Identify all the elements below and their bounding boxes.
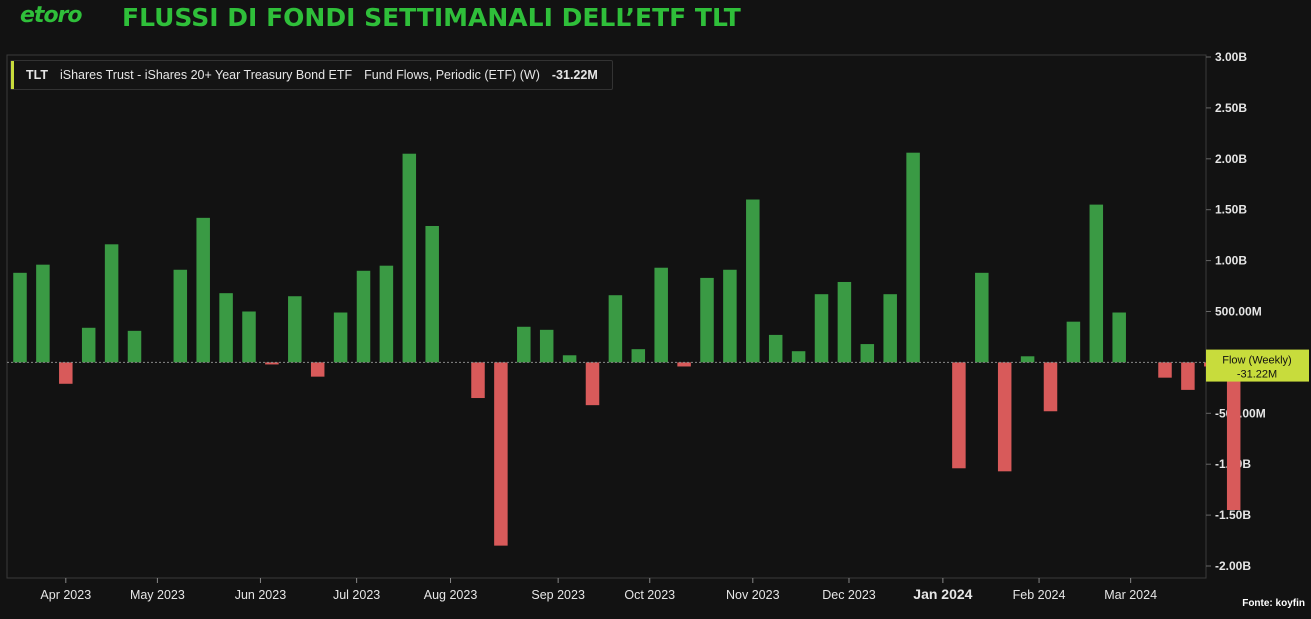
- x-tick-label: Jan 2024: [913, 586, 972, 602]
- y-tick-label: -1.50B: [1215, 508, 1251, 522]
- inflow-bar: [631, 349, 646, 363]
- inflow-bar: [288, 296, 302, 363]
- inflow-bar: [562, 355, 577, 363]
- outflow-bar: [265, 362, 279, 365]
- outflow-bar: [1043, 362, 1058, 412]
- outflow-bar: [585, 362, 600, 406]
- current-value-flag: Flow (Weekly) -31.22M: [1206, 349, 1309, 382]
- inflow-bar: [425, 225, 439, 363]
- inflow-bar: [883, 294, 897, 363]
- x-tick-label: Feb 2024: [1013, 588, 1066, 602]
- flag-line-2: -31.22M: [1237, 369, 1277, 381]
- outflow-bar: [1181, 362, 1195, 390]
- x-axis: Apr 2023 May 2023 Jun 2023 Jul 2023 Aug 2023…: [40, 578, 1157, 602]
- inflow-bar: [173, 269, 188, 363]
- y-tick-label: -2.00B: [1215, 559, 1251, 573]
- outflow-bar: [471, 362, 485, 399]
- x-tick-label: May 2023: [130, 588, 185, 602]
- flag-line-1: Flow (Weekly): [1222, 355, 1291, 367]
- inflow-bar: [791, 351, 806, 363]
- y-tick-label: 3.00B: [1215, 50, 1247, 64]
- outflow-bar: [1158, 362, 1172, 378]
- inflow-bar: [723, 269, 737, 363]
- inflow-bar: [746, 199, 760, 363]
- source-note: Fonte: koyfin: [1242, 598, 1305, 609]
- outflow-bar: [677, 362, 691, 367]
- inflow-bar: [837, 281, 852, 363]
- inflow-bar: [1089, 204, 1104, 363]
- inflow-bar: [1066, 321, 1081, 363]
- legend-metric: Fund Flows, Periodic (ETF) (W): [364, 68, 540, 82]
- bars-group: [13, 152, 1264, 546]
- inflow-bar: [768, 334, 783, 363]
- inflow-bar: [539, 329, 554, 363]
- legend-ticker: TLT: [26, 68, 48, 82]
- inflow-bar: [975, 272, 989, 363]
- x-tick-label: Jun 2023: [235, 588, 286, 602]
- inflow-bar: [860, 344, 875, 363]
- inflow-bar: [654, 267, 668, 363]
- inflow-bar: [104, 244, 119, 363]
- inflow-bar: [700, 277, 714, 363]
- x-tick-label: Jul 2023: [333, 588, 380, 602]
- page-title: FLUSSI DI FONDI SETTIMANALI DELL’ETF TLT: [122, 3, 741, 32]
- y-tick-label: 2.00B: [1215, 152, 1247, 166]
- series-legend: TLT iShares Trust - iShares 20+ Year Tre…: [10, 60, 613, 90]
- inflow-bar: [36, 264, 50, 363]
- inflow-bar: [1112, 312, 1126, 363]
- inflow-bar: [127, 330, 142, 363]
- inflow-bar: [906, 152, 920, 363]
- inflow-bar: [356, 270, 371, 363]
- x-tick-label: Nov 2023: [726, 588, 780, 602]
- current-value-flag-box: [1206, 349, 1309, 382]
- x-tick-label: Mar 2024: [1104, 588, 1157, 602]
- inflow-bar: [81, 327, 96, 363]
- outflow-bar: [310, 362, 325, 377]
- y-tick-label: 1.50B: [1215, 203, 1247, 217]
- inflow-bar: [242, 311, 256, 363]
- inflow-bar: [379, 265, 394, 363]
- y-tick-label: 500.00M: [1215, 305, 1262, 319]
- outflow-bar: [59, 362, 73, 384]
- inflow-bar: [517, 326, 531, 363]
- x-tick-label: Apr 2023: [40, 588, 91, 602]
- legend-fund-name: iShares Trust - iShares 20+ Year Treasur…: [59, 68, 353, 82]
- y-tick-label: 2.50B: [1215, 101, 1247, 115]
- legend-accent-bar: [11, 61, 14, 89]
- inflow-bar: [814, 294, 829, 363]
- outflow-bar: [952, 362, 966, 469]
- inflow-bar: [13, 272, 27, 363]
- inflow-bar: [402, 153, 417, 363]
- outflow-bar: [997, 362, 1012, 472]
- outflow-bar: [1226, 362, 1241, 511]
- x-tick-label: Oct 2023: [624, 588, 675, 602]
- inflow-bar: [1020, 356, 1035, 363]
- x-tick-label: Sep 2023: [531, 588, 585, 602]
- inflow-bar: [219, 293, 233, 363]
- x-tick-label: Aug 2023: [424, 588, 478, 602]
- inflow-bar: [333, 312, 348, 363]
- legend-value: -31.22M: [551, 68, 598, 82]
- etoro-logo: etoro: [20, 3, 83, 28]
- inflow-bar: [196, 217, 210, 363]
- y-tick-label: 1.00B: [1215, 254, 1247, 268]
- outflow-bar: [494, 362, 508, 546]
- x-tick-label: Dec 2023: [822, 588, 876, 602]
- inflow-bar: [608, 295, 623, 363]
